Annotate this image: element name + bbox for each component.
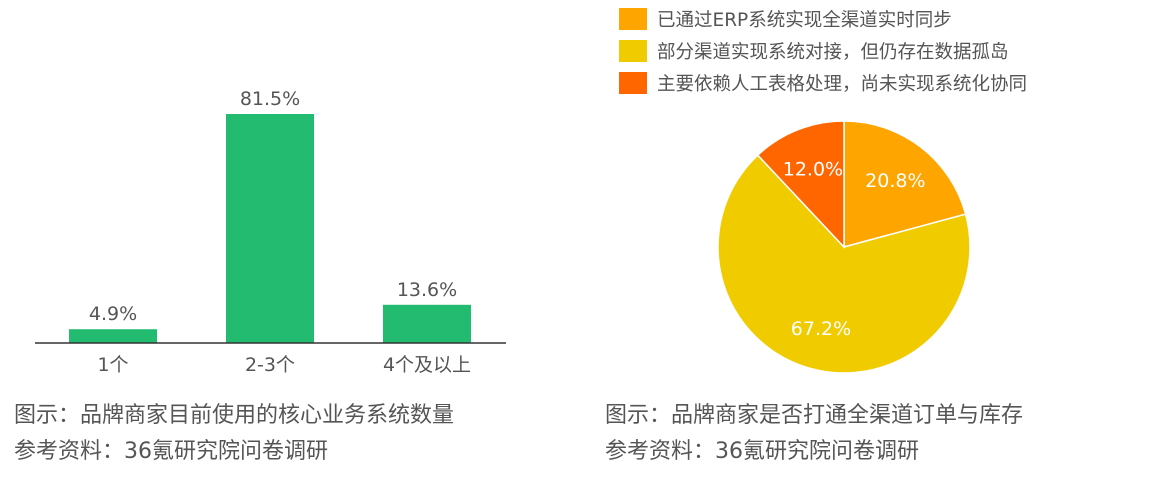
x-tick-label: 4个及以上 <box>383 354 471 376</box>
bar-chart-source: 参考资料：36氪研究院问卷调研 <box>14 439 328 464</box>
pie-chart-panel: 已通过ERP系统实现全渠道实时同步部分渠道实现系统对接，但仍存在数据孤岛 主要依赖… <box>600 0 1149 485</box>
pie-slice <box>843 120 967 248</box>
bar-chart-caption: 图示：品牌商家目前使用的核心业务系统数量 <box>14 403 455 428</box>
legend-label: 已通过ERP系统实现全渠道实时同步 <box>657 10 952 31</box>
pie-chart-caption-block: 图示：品牌商家是否打通全渠道订单与库存 参考资料：36氪研究院问卷调研 <box>605 398 1023 470</box>
bar-chart-panel: 4.9% 1个 81.5% 2-3个 13.6% 4个及以上 图示：品牌商家目前使用的核心… <box>0 0 560 485</box>
bar <box>69 329 157 343</box>
pie-slice <box>756 120 845 249</box>
x-tick-label: 2-3个 <box>245 354 295 376</box>
x-tick-label: 1个 <box>97 354 128 376</box>
legend-swatch <box>619 8 647 30</box>
bar-value-label: 81.5% <box>240 88 300 110</box>
legend-swatch <box>619 40 647 62</box>
pie-chart-source: 参考资料：36氪研究院问卷调研 <box>605 439 919 464</box>
bar <box>226 114 314 343</box>
pie-slice-label: 67.2% <box>791 318 851 340</box>
bar-value-label: 13.6% <box>397 279 457 301</box>
pie-chart: 已通过ERP系统实现全渠道实时同步部分渠道实现系统对接，但仍存在数据孤岛主要依赖… <box>619 8 1027 374</box>
bar-value-label: 4.9% <box>89 303 137 325</box>
legend-swatch <box>619 72 647 94</box>
pie-slice-label: 20.8% <box>865 170 925 192</box>
pie-slice <box>717 154 971 374</box>
pie-slice-label: 12.0% <box>783 159 843 181</box>
pie-legend: 已通过ERP系统实现全渠道实时同步部分渠道实现系统对接，但仍存在数据孤岛主要依赖… <box>619 8 1027 95</box>
legend-label: 部分渠道实现系统对接，但仍存在数据孤岛 <box>657 42 1009 63</box>
bar <box>383 304 471 343</box>
legend-label: 主要依赖人工表格处理，尚未实现系统化协同 <box>657 74 1027 95</box>
bar-chart-caption-block: 图示：品牌商家目前使用的核心业务系统数量 参考资料：36氪研究院问卷调研 <box>14 398 454 470</box>
pie-chart-caption: 图示：品牌商家是否打通全渠道订单与库存 <box>605 403 1024 428</box>
bar-chart: 4.9% 1个 81.5% 2-3个 13.6% 4个及以上 <box>35 88 506 376</box>
